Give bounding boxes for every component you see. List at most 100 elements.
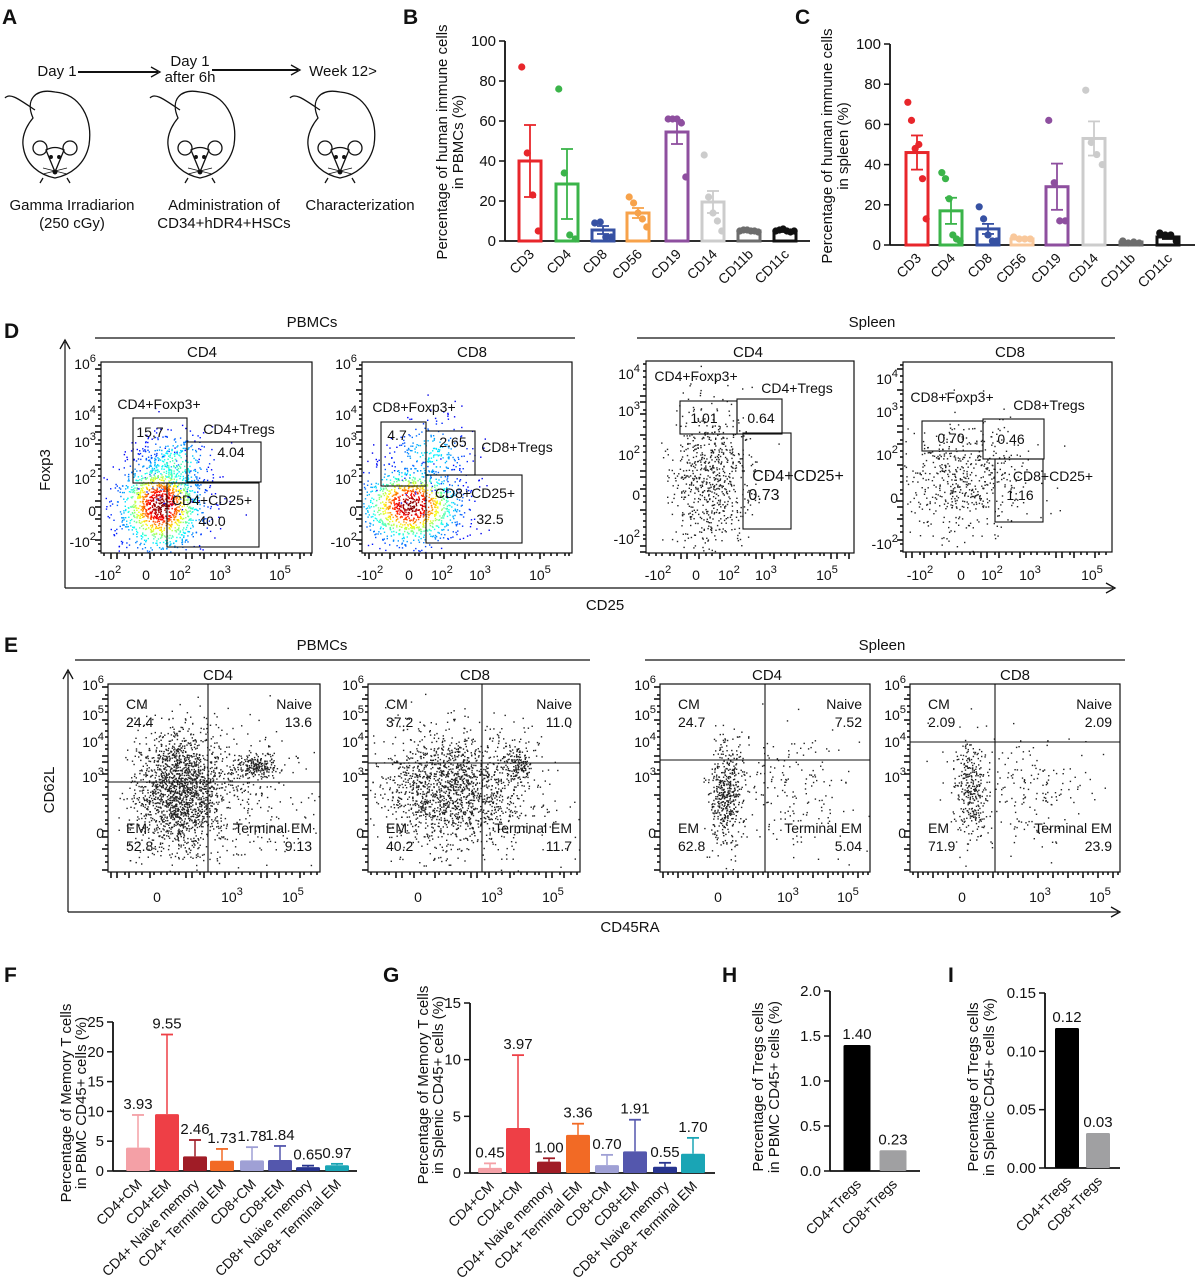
event-dot: [151, 516, 153, 519]
event-dot: [159, 496, 162, 498]
event-dot: [975, 508, 977, 510]
event-dot: [370, 516, 373, 518]
event-dot: [196, 509, 198, 511]
event-dot: [171, 514, 174, 516]
event-dot: [206, 479, 209, 482]
event-dot: [725, 531, 727, 533]
event-dot: [186, 491, 188, 493]
event-dot: [420, 533, 422, 535]
event-dot: [146, 491, 148, 493]
event-dot: [421, 495, 424, 497]
event-dot: [400, 436, 402, 438]
event-dot: [731, 452, 733, 455]
event-dot: [391, 531, 393, 533]
event-dot: [985, 467, 987, 470]
event-dot: [184, 495, 186, 497]
event-dot: [982, 390, 985, 392]
event-dot: [191, 511, 193, 513]
event-dot: [232, 840, 234, 842]
event-dot: [986, 483, 988, 486]
event-dot: [366, 494, 369, 496]
event-dot: [706, 469, 709, 471]
event-dot: [239, 833, 241, 835]
event-dot: [164, 447, 166, 449]
event-dot: [443, 480, 445, 482]
event-dot: [449, 514, 451, 516]
event-dot: [433, 454, 435, 457]
event-dot: [435, 509, 437, 511]
event-dot: [159, 516, 161, 518]
event-dot: [439, 449, 441, 451]
event-dot: [905, 453, 907, 455]
event-dot: [367, 460, 369, 463]
event-dot: [131, 489, 133, 491]
event-dot: [163, 489, 165, 492]
event-dot: [453, 510, 455, 512]
event-dot: [969, 510, 971, 512]
event-dot: [152, 542, 154, 544]
event-dot: [121, 521, 123, 523]
event-dot: [929, 508, 931, 511]
event-dot: [124, 517, 127, 519]
event-dot: [406, 469, 409, 472]
event-dot: [385, 549, 387, 552]
event-dot: [1022, 486, 1025, 488]
event-dot: [715, 483, 718, 486]
event-dot: [429, 460, 431, 462]
event-dot: [447, 415, 449, 417]
event-dot: [941, 537, 943, 540]
event-dot: [203, 505, 205, 507]
event-dot: [708, 438, 710, 440]
event-dot: [159, 459, 162, 461]
event-dot: [182, 498, 185, 500]
event-dot: [167, 489, 169, 492]
x-axis-label: CD45RA: [600, 919, 659, 936]
event-dot: [935, 510, 937, 512]
event-dot: [710, 522, 712, 524]
event-dot: [957, 485, 959, 488]
event-dot: [423, 526, 425, 528]
event-dot: [176, 485, 179, 488]
data-point: [1010, 233, 1018, 241]
event-dot: [390, 524, 393, 526]
event-dot: [404, 477, 406, 479]
event-dot: [950, 441, 952, 443]
event-dot: [720, 506, 722, 508]
event-dot: [414, 481, 417, 483]
event-dot: [693, 408, 695, 411]
event-dot: [151, 524, 153, 526]
event-dot: [438, 532, 440, 534]
event-dot: [435, 466, 438, 468]
event-dot: [751, 493, 753, 495]
event-dot: [385, 508, 387, 510]
event-dot: [447, 524, 449, 526]
event-dot: [137, 493, 139, 495]
data-point: [904, 98, 912, 106]
event-dot: [433, 472, 435, 475]
event-dot: [429, 510, 431, 513]
event-dot: [182, 447, 184, 450]
event-dot: [666, 448, 669, 451]
event-dot: [393, 504, 396, 506]
event-dot: [453, 517, 455, 520]
event-dot: [721, 491, 723, 493]
event-dot: [230, 442, 233, 444]
tick-base: 10: [718, 567, 734, 583]
event-dot: [951, 506, 953, 509]
event-dot: [963, 506, 965, 508]
tick-exponent: 2: [351, 531, 357, 543]
event-dot: [673, 472, 675, 475]
y-tick-label: 0: [453, 1165, 461, 1182]
event-dot: [190, 470, 192, 472]
event-dot: [176, 501, 178, 504]
event-dot: [160, 502, 162, 505]
event-dot: [1027, 459, 1029, 461]
event-dot: [135, 528, 137, 530]
event-dot: [178, 506, 180, 508]
event-dot: [194, 440, 196, 442]
event-dot: [713, 477, 715, 479]
event-dot: [424, 502, 427, 505]
event-dot: [123, 512, 125, 514]
event-dot: [704, 454, 706, 457]
event-dot: [170, 452, 172, 455]
